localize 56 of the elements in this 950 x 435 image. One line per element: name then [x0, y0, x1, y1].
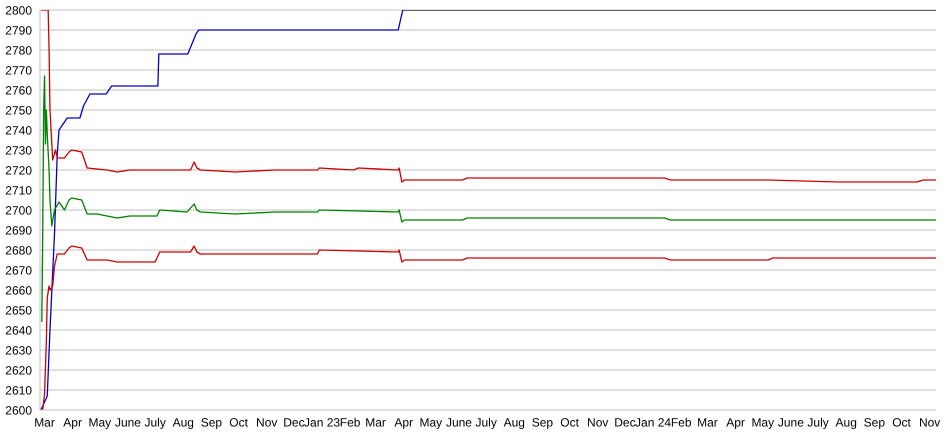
y-tick-label: 2780 [5, 43, 32, 58]
x-tick-label: Mar [365, 416, 386, 430]
y-tick-label: 2610 [5, 383, 32, 398]
x-tick-label: June [446, 416, 472, 430]
x-tick-label: Sep [200, 416, 222, 430]
x-tick-label: Feb [340, 416, 361, 430]
x-tick-label: July [807, 416, 829, 430]
x-tick-label: June [114, 416, 142, 430]
y-tick-label: 2670 [5, 263, 32, 278]
x-tick-label: Apr [726, 416, 745, 430]
x-tick-label: May [751, 416, 774, 430]
x-tick-label: Dec [614, 416, 636, 430]
x-tick-label: Oct [560, 416, 580, 430]
x-tick-label: Nov [587, 416, 608, 430]
x-tick-label: June [778, 416, 804, 430]
y-tick-label: 2640 [5, 323, 32, 338]
x-tick-label: Apr [394, 416, 414, 430]
x-tick-label: Aug [172, 416, 194, 430]
y-tick-label: 2690 [5, 223, 32, 238]
y-tick-label: 2630 [5, 343, 32, 358]
x-tick-label: Nov [918, 416, 940, 430]
x-tick-label: Jan 23 [304, 416, 340, 430]
y-tick-label: 2770 [5, 63, 32, 78]
x-tick-label: July [476, 416, 497, 430]
x-tick-label: Aug [504, 416, 525, 430]
x-tick-label: Sep [864, 416, 886, 430]
line-series [42, 245, 936, 410]
y-tick-label: 2730 [5, 143, 32, 158]
x-tick-label: Oct [892, 416, 912, 430]
x-tick-label: Sep [532, 416, 554, 430]
x-tick-label: May [88, 416, 112, 430]
x-tick-label: Apr [63, 416, 82, 430]
y-tick-label: 2600 [5, 403, 32, 418]
x-tick-label: Nov [256, 416, 278, 430]
x-tick-label: Mar [34, 416, 55, 430]
x-tick-label: Aug [836, 416, 857, 430]
y-tick-label: 2740 [5, 123, 32, 138]
y-tick-label: 2660 [5, 283, 32, 298]
y-tick-label: 2800 [5, 3, 32, 18]
y-tick-label: 2760 [5, 83, 32, 98]
y-tick-label: 2750 [5, 103, 32, 118]
y-tick-label: 2710 [5, 183, 32, 198]
x-tick-label: Dec [283, 416, 305, 430]
x-tick-label: Oct [229, 416, 249, 430]
y-tick-label: 2720 [5, 163, 32, 178]
y-tick-label: 2650 [5, 303, 32, 318]
y-tick-label: 2680 [5, 243, 32, 258]
y-tick-label: 2620 [5, 363, 32, 378]
y-tick-label: 2790 [5, 23, 32, 38]
x-tick-label: Jan 24 [635, 416, 672, 430]
line-series [41, 75, 936, 323]
x-tick-label: July [144, 416, 166, 430]
x-tick-label: Feb [670, 416, 692, 430]
x-tick-label: Mar [697, 416, 718, 430]
x-tick-label: May [420, 416, 442, 430]
y-tick-label: 2700 [5, 203, 32, 218]
